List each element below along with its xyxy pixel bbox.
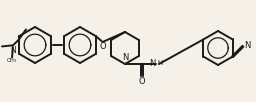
- Text: O: O: [139, 77, 145, 86]
- Text: CH₃: CH₃: [7, 58, 17, 63]
- Text: N: N: [244, 41, 250, 50]
- Text: N: N: [10, 46, 16, 55]
- Text: CH₃: CH₃: [0, 44, 1, 49]
- Text: N: N: [122, 53, 128, 62]
- Text: O: O: [99, 42, 106, 51]
- Text: H: H: [157, 60, 162, 66]
- Text: N: N: [149, 59, 155, 68]
